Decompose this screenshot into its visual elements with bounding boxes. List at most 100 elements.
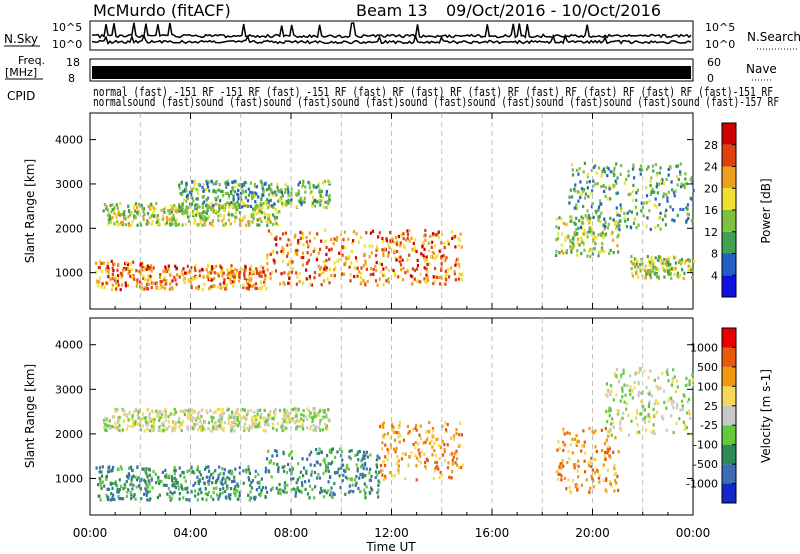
power-echo-cell [674, 255, 677, 259]
velocity-echo-cell [560, 466, 563, 470]
velocity-echo-cell [287, 412, 290, 416]
velocity-echo-cell [325, 413, 328, 418]
velocity-echo-cell [255, 488, 258, 492]
power-echo-cell [586, 173, 589, 177]
velocity-echo-cell [562, 427, 565, 431]
power-echo-cell [113, 278, 116, 282]
velocity-echo-cell [398, 420, 401, 425]
velocity-echo-cell [629, 385, 632, 389]
velocity-echo-cell [594, 471, 597, 475]
velocity-echo-cell [432, 429, 435, 433]
power-echo-cell [218, 183, 221, 187]
velocity-echo-cell [395, 462, 398, 466]
power-echo-cell [196, 204, 199, 208]
power-echo-cell [109, 277, 112, 281]
power-echo-cell [396, 249, 399, 254]
velocity-echo-cell [132, 474, 135, 478]
velocity-echo-cell [668, 397, 671, 401]
power-echo-cell [150, 268, 153, 272]
velocity-echo-cell [397, 465, 400, 469]
power-echo-cell [687, 264, 690, 268]
power-echo-cell [168, 217, 171, 221]
power-echo-cell [312, 183, 315, 188]
velocity-echo-cell [364, 474, 367, 478]
power-echo-cell [443, 258, 446, 262]
velocity-echo-cell [285, 420, 288, 424]
power-echo-cell [412, 241, 415, 246]
power-echo-cell [295, 205, 298, 209]
velocity-echo-cell [223, 421, 226, 425]
power-echo-cell [600, 211, 603, 215]
velocity-echo-cell [365, 467, 368, 471]
velocity-echo-cell [283, 413, 286, 418]
power-echo-cell [408, 239, 411, 243]
power-echo-cell [205, 179, 208, 183]
velocity-echo-cell [560, 478, 563, 482]
power-echo-cell [324, 200, 327, 204]
velocity-colorbar-swatch [722, 328, 736, 348]
power-echo-cell [254, 200, 257, 204]
velocity-echo-cell [407, 463, 410, 467]
velocity-echo-cell [360, 459, 363, 463]
velocity-echo-cell [329, 493, 332, 497]
power-echo-cell [246, 199, 250, 203]
velocity-echo-cell [607, 445, 610, 449]
velocity-echo-cell [241, 416, 244, 420]
velocity-echo-cell [657, 402, 660, 406]
velocity-echo-cell [455, 432, 458, 436]
velocity-echo-cell [648, 392, 651, 396]
velocity-echo-cell [623, 400, 626, 404]
velocity-echo-cell [562, 448, 565, 452]
power-echo-cell [235, 216, 238, 220]
power-echo-cell [578, 219, 581, 223]
velocity-echo-cell [355, 463, 358, 467]
velocity-y-axis-label: Slant Range [km] [23, 364, 37, 468]
power-echo-cell [580, 215, 583, 219]
velocity-echo-cell [382, 425, 385, 429]
power-echo-cell [189, 271, 192, 275]
nave-tick-bottom: 0 [707, 72, 714, 85]
velocity-echo-cell [636, 411, 639, 415]
power-echo-cell [252, 217, 255, 221]
power-echo-cell [186, 264, 189, 268]
power-echo-cell [399, 244, 402, 248]
power-echo-cell [278, 210, 281, 214]
velocity-echo-cell [123, 483, 126, 487]
power-echo-cell [431, 240, 434, 244]
velocity-echo-cell [234, 493, 237, 498]
power-echo-cell [210, 207, 213, 211]
velocity-echo-cell [190, 419, 193, 423]
power-echo-cell [649, 184, 652, 188]
velocity-echo-cell [361, 475, 364, 479]
velocity-echo-cell [259, 494, 262, 498]
power-echo-cell [421, 244, 424, 248]
power-echo-cell [632, 221, 636, 225]
velocity-echo-cell [446, 443, 449, 447]
power-echo-cell [261, 205, 264, 209]
velocity-echo-cell [348, 455, 351, 459]
velocity-echo-cell [205, 475, 208, 479]
power-echo-cell [319, 203, 322, 207]
power-echo-cell [385, 266, 388, 270]
power-echo-cell [318, 273, 321, 277]
velocity-echo-cell [368, 490, 371, 495]
power-echo-cell [664, 214, 667, 218]
power-echo-cell [247, 187, 250, 191]
power-echo-cell [460, 277, 463, 281]
power-echo-cell [106, 208, 109, 212]
power-echo-cell [589, 229, 592, 233]
power-echo-cell [654, 197, 657, 201]
power-colorbar-swatch [722, 253, 736, 276]
power-echo-cell [649, 227, 652, 231]
velocity-echo-cell [339, 485, 342, 490]
power-echo-cell [311, 201, 314, 205]
power-echo-cell [634, 205, 637, 209]
velocity-echo-cell [315, 429, 318, 433]
velocity-echo-cell [456, 463, 459, 467]
power-echo-cell [170, 204, 173, 208]
power-echo-cell [183, 277, 186, 281]
velocity-echo-cell [152, 428, 155, 432]
velocity-echo-cell [288, 453, 291, 457]
velocity-echo-cell [205, 465, 208, 469]
